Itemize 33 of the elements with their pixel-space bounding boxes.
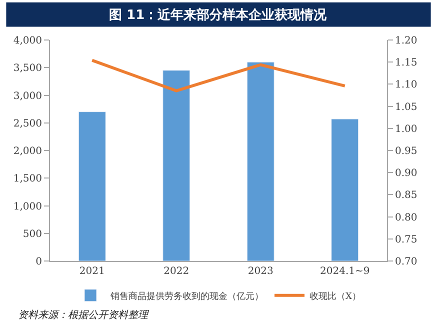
y-tick-label: 2,000 — [13, 146, 42, 157]
text: 资料来源：根据公开资料整理 — [18, 309, 149, 321]
y2-tick-label: 0.85 — [395, 190, 418, 202]
y2-tick-label: 1.15 — [395, 58, 418, 69]
y-tick-label: 4,000 — [13, 36, 42, 46]
legend-label: 收现比（X） — [310, 290, 361, 302]
line-series — [90, 58, 346, 92]
bar — [78, 112, 106, 261]
x-tick-label: 2024.1~9 — [320, 266, 370, 277]
y2-tick-label: 0.80 — [395, 212, 418, 224]
x-tick-label: 2023 — [248, 266, 274, 277]
y2-tick-label: 1.05 — [395, 102, 418, 113]
y-tick-label: 0 — [36, 256, 42, 268]
bar — [162, 70, 190, 261]
legend-label: 销售商品提供劳务收到的现金（亿元） — [110, 290, 264, 302]
y2-tick-label: 1.10 — [395, 80, 418, 91]
x-tick-label: 2022 — [164, 266, 190, 277]
y2-tick-label: 1.20 — [395, 36, 418, 46]
y2-tick-label: 0.75 — [395, 234, 418, 246]
x-tick-label: 2021 — [79, 266, 105, 277]
y-tick-label: 1,500 — [13, 174, 42, 185]
y-tick-label: 500 — [22, 228, 42, 240]
y2-tick-label: 0.70 — [395, 256, 418, 268]
chart-title: 图 11：近年来部分样本企业获现情况 — [109, 7, 328, 23]
y2-tick-label: 0.95 — [395, 146, 418, 157]
y-tick-label: 1,000 — [13, 201, 42, 212]
bar — [331, 118, 359, 261]
y-tick-label: 3,000 — [13, 90, 42, 102]
y-tick-label: 3,500 — [13, 63, 42, 74]
y2-tick-label: 0.90 — [395, 168, 418, 180]
y2-tick-label: 1.00 — [395, 124, 418, 135]
bar — [246, 62, 274, 261]
y-tick-label: 2,500 — [13, 118, 42, 130]
